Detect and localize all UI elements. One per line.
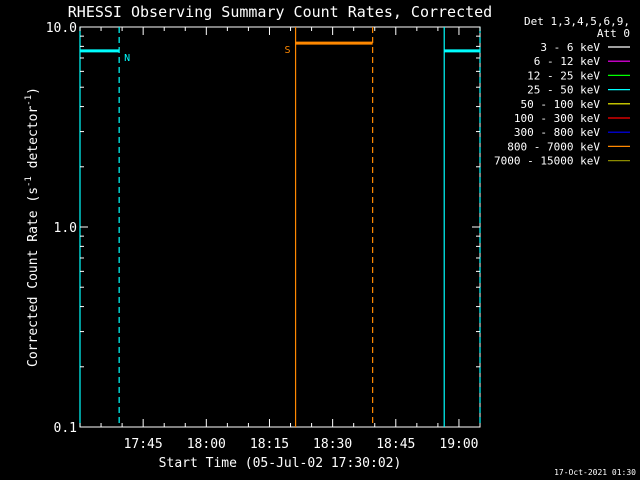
y-axis-label-main: Corrected Count Rate (s: [26, 187, 41, 367]
legend-entry-label: 6 - 12 keV: [534, 55, 601, 68]
legend-entry-label: 800 - 7000 keV: [507, 140, 600, 153]
legend-header-attenuator: Att 0: [597, 27, 630, 40]
legend-header-detectors: Det 1,3,4,5,6,9,: [524, 15, 630, 28]
x-tick-label: 18:45: [376, 437, 415, 452]
y-tick-label: 1.0: [54, 221, 77, 236]
x-axis-label: Start Time (05-Jul-02 17:30:02): [159, 456, 402, 471]
legend-entry-label: 12 - 25 keV: [527, 69, 600, 82]
y-tick-label: 10.0: [46, 21, 77, 36]
x-tick-label: 18:30: [313, 437, 352, 452]
y-axis-label-end: ): [26, 87, 41, 95]
legend-entry-label: 25 - 50 keV: [527, 84, 600, 97]
chart-title: RHESSI Observing Summary Count Rates, Co…: [68, 3, 492, 21]
legend-entry-label: 50 - 100 keV: [521, 98, 601, 111]
footer-timestamp: 17-Oct-2021 01:30: [554, 468, 636, 477]
x-tick-label: 17:45: [124, 437, 163, 452]
y-axis-label: Corrected Count Rate (s-1 detector-1): [24, 87, 41, 367]
plot-frame: [79, 26, 481, 428]
interval-flag-label: S: [285, 45, 291, 56]
y-axis-label-sup1: -1: [24, 176, 34, 187]
y-axis-label-sup2: -1: [24, 95, 34, 106]
x-tick-label: 18:15: [250, 437, 289, 452]
y-axis-label-mid: detector: [26, 106, 41, 177]
legend-entry-label: 100 - 300 keV: [514, 112, 600, 125]
x-tick-label: 19:00: [439, 437, 478, 452]
legend-entry-label: 3 - 6 keV: [540, 41, 600, 54]
legend-entry-label: 300 - 800 keV: [514, 126, 600, 139]
x-tick-label: 18:00: [187, 437, 226, 452]
y-tick-label: 0.1: [54, 421, 77, 436]
legend-entry-label: 7000 - 15000 keV: [494, 155, 600, 168]
interval-flag-label: N: [124, 53, 130, 64]
